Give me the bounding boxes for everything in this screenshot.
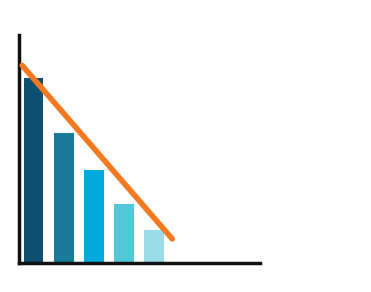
Bar: [144, 230, 164, 263]
Bar: [114, 204, 134, 263]
Bar: [24, 79, 43, 263]
Bar: [54, 133, 73, 263]
Bar: [84, 170, 104, 263]
